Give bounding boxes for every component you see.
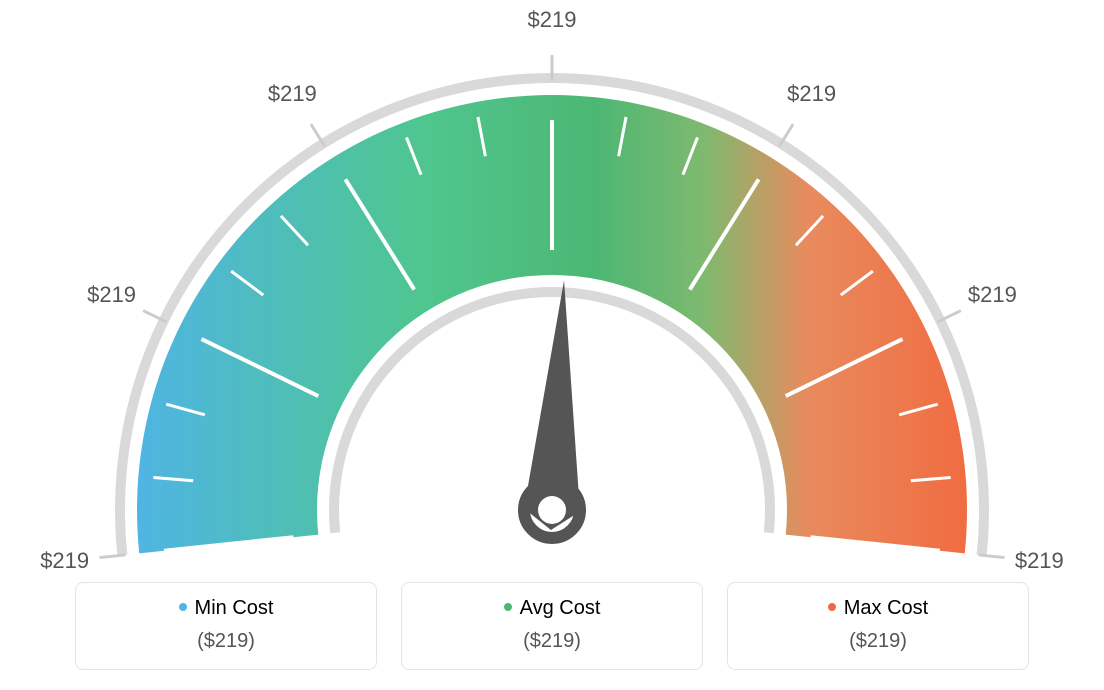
legend-value-max: ($219) (728, 630, 1028, 653)
legend-label-avg: Avg Cost (520, 597, 601, 619)
legend-row: Min Cost ($219) Avg Cost ($219) Max Cost… (0, 582, 1104, 670)
legend-title-max: Max Cost (728, 597, 1028, 620)
legend-label-max: Max Cost (844, 597, 928, 619)
gauge-tick-label: $219 (528, 7, 577, 33)
legend-card-avg: Avg Cost ($219) (401, 582, 703, 670)
legend-title-avg: Avg Cost (402, 597, 702, 620)
legend-dot-avg (504, 603, 512, 611)
gauge-tick-label: $219 (40, 548, 89, 574)
gauge-area: $219$219$219$219$219$219$219 (0, 0, 1104, 560)
gauge-svg (0, 0, 1104, 560)
gauge-tick-label: $219 (787, 81, 836, 107)
gauge-tick-label: $219 (268, 81, 317, 107)
legend-card-max: Max Cost ($219) (727, 582, 1029, 670)
legend-value-avg: ($219) (402, 630, 702, 653)
legend-label-min: Min Cost (195, 597, 274, 619)
legend-dot-max (828, 603, 836, 611)
gauge-tick-label: $219 (968, 282, 1017, 308)
legend-card-min: Min Cost ($219) (75, 582, 377, 670)
legend-title-min: Min Cost (76, 597, 376, 620)
chart-container: $219 $219 $219 $219 $219 $219 $219 Min Cost ($… (0, 0, 1104, 690)
gauge-tick-label: $219 (87, 282, 136, 308)
legend-value-min: ($219) (76, 630, 376, 653)
gauge-tick-label: $219 (1015, 548, 1064, 574)
legend-dot-min (179, 603, 187, 611)
